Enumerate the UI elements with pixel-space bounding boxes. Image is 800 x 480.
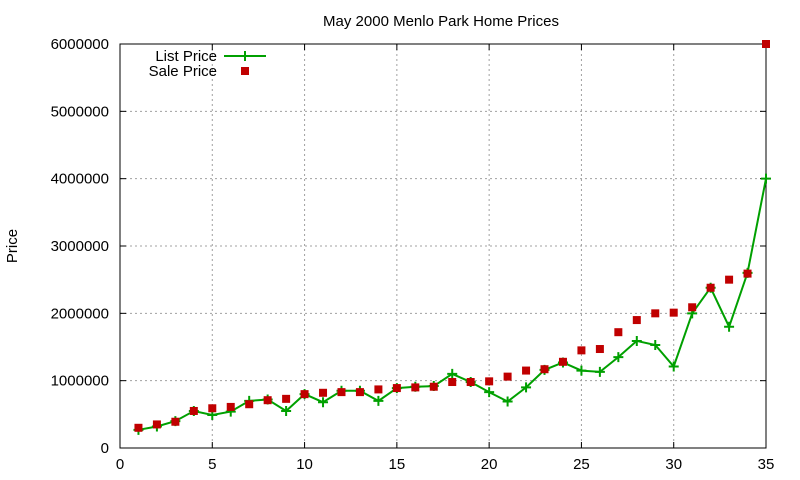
sale-price-point: [762, 40, 770, 48]
list-price-point: [521, 382, 532, 393]
x-tick-label: 35: [758, 456, 775, 473]
list-price-point: [724, 321, 735, 332]
sale-price-point: [337, 388, 346, 397]
list-price-point: [576, 365, 587, 376]
legend-label-list-price: List Price: [155, 48, 217, 65]
x-tick-label: 10: [296, 456, 313, 473]
sale-price-point: [577, 346, 586, 355]
legend: List Price Sale Price: [149, 48, 266, 80]
sale-price-point: [282, 394, 291, 403]
grid: [120, 44, 766, 448]
y-tick-label: 4000000: [51, 171, 109, 188]
sale-price-point: [725, 275, 734, 284]
sale-price-point: [669, 308, 678, 317]
sale-price-point: [411, 383, 420, 392]
sale-price-point: [632, 316, 641, 325]
legend-marker-list-price: [240, 51, 250, 61]
x-tick-label: 0: [116, 456, 124, 473]
sale-price-point: [374, 385, 383, 394]
list-price-point: [281, 405, 292, 416]
sale-price-point: [319, 388, 328, 397]
sale-price-point: [134, 423, 143, 432]
list-price-point: [484, 387, 495, 398]
sale-price-point: [558, 357, 567, 366]
sale-price-point: [522, 366, 531, 375]
list-price-point: [373, 395, 384, 406]
list-price-line: [138, 178, 767, 431]
list-price-point: [447, 368, 458, 379]
sale-price-point: [226, 402, 235, 411]
list-price-point: [761, 173, 771, 184]
y-tick-label: 6000000: [51, 36, 109, 53]
sale-price-point: [614, 328, 623, 337]
y-tick-label: 1000000: [51, 373, 109, 390]
sale-price-point: [152, 420, 161, 429]
ticks: 0 5 10 15 20 25 30 35 0 1000000 2000000 3000000 4000…: [51, 36, 775, 473]
sale-price-point: [448, 378, 457, 387]
sale-price-point: [392, 384, 401, 393]
list-price-point: [613, 352, 624, 363]
sale-price-point: [429, 382, 438, 391]
list-price-point: [502, 396, 513, 407]
sale-price-point: [688, 303, 697, 312]
x-tick-label: 30: [665, 456, 682, 473]
list-price-point: [318, 397, 329, 408]
list-price-point: [650, 339, 661, 350]
series: [133, 40, 771, 435]
sale-price-point: [595, 345, 604, 354]
y-tick-label: 0: [101, 440, 109, 457]
x-tick-label: 15: [389, 456, 406, 473]
list-price-point: [594, 366, 605, 377]
sale-price-point: [263, 396, 272, 405]
sale-price-point: [208, 404, 217, 413]
y-tick-label: 2000000: [51, 305, 109, 322]
sale-price-point: [300, 390, 309, 399]
sale-price-point: [743, 269, 752, 278]
sale-price-point: [171, 417, 180, 426]
list-price-point: [631, 335, 642, 346]
sale-price-point: [189, 406, 198, 415]
x-tick-label: 25: [573, 456, 590, 473]
x-tick-label: 5: [208, 456, 216, 473]
x-tick-label: 20: [481, 456, 498, 473]
y-tick-label: 5000000: [51, 103, 109, 120]
sale-price-point: [651, 309, 660, 318]
y-tick-label: 3000000: [51, 238, 109, 255]
legend-label-sale-price: Sale Price: [149, 63, 217, 80]
sale-price-point: [466, 378, 475, 387]
list-price-point: [668, 361, 679, 372]
sale-price-point: [503, 372, 512, 381]
y-axis-label: Price: [4, 229, 21, 263]
sale-price-point: [540, 365, 549, 374]
sale-price-point: [245, 400, 254, 409]
sale-price-point: [485, 377, 494, 386]
legend-marker-sale-price: [241, 67, 249, 75]
sale-price-point: [706, 283, 715, 292]
sale-price-point: [355, 388, 364, 397]
chart-title: May 2000 Menlo Park Home Prices: [323, 13, 559, 30]
